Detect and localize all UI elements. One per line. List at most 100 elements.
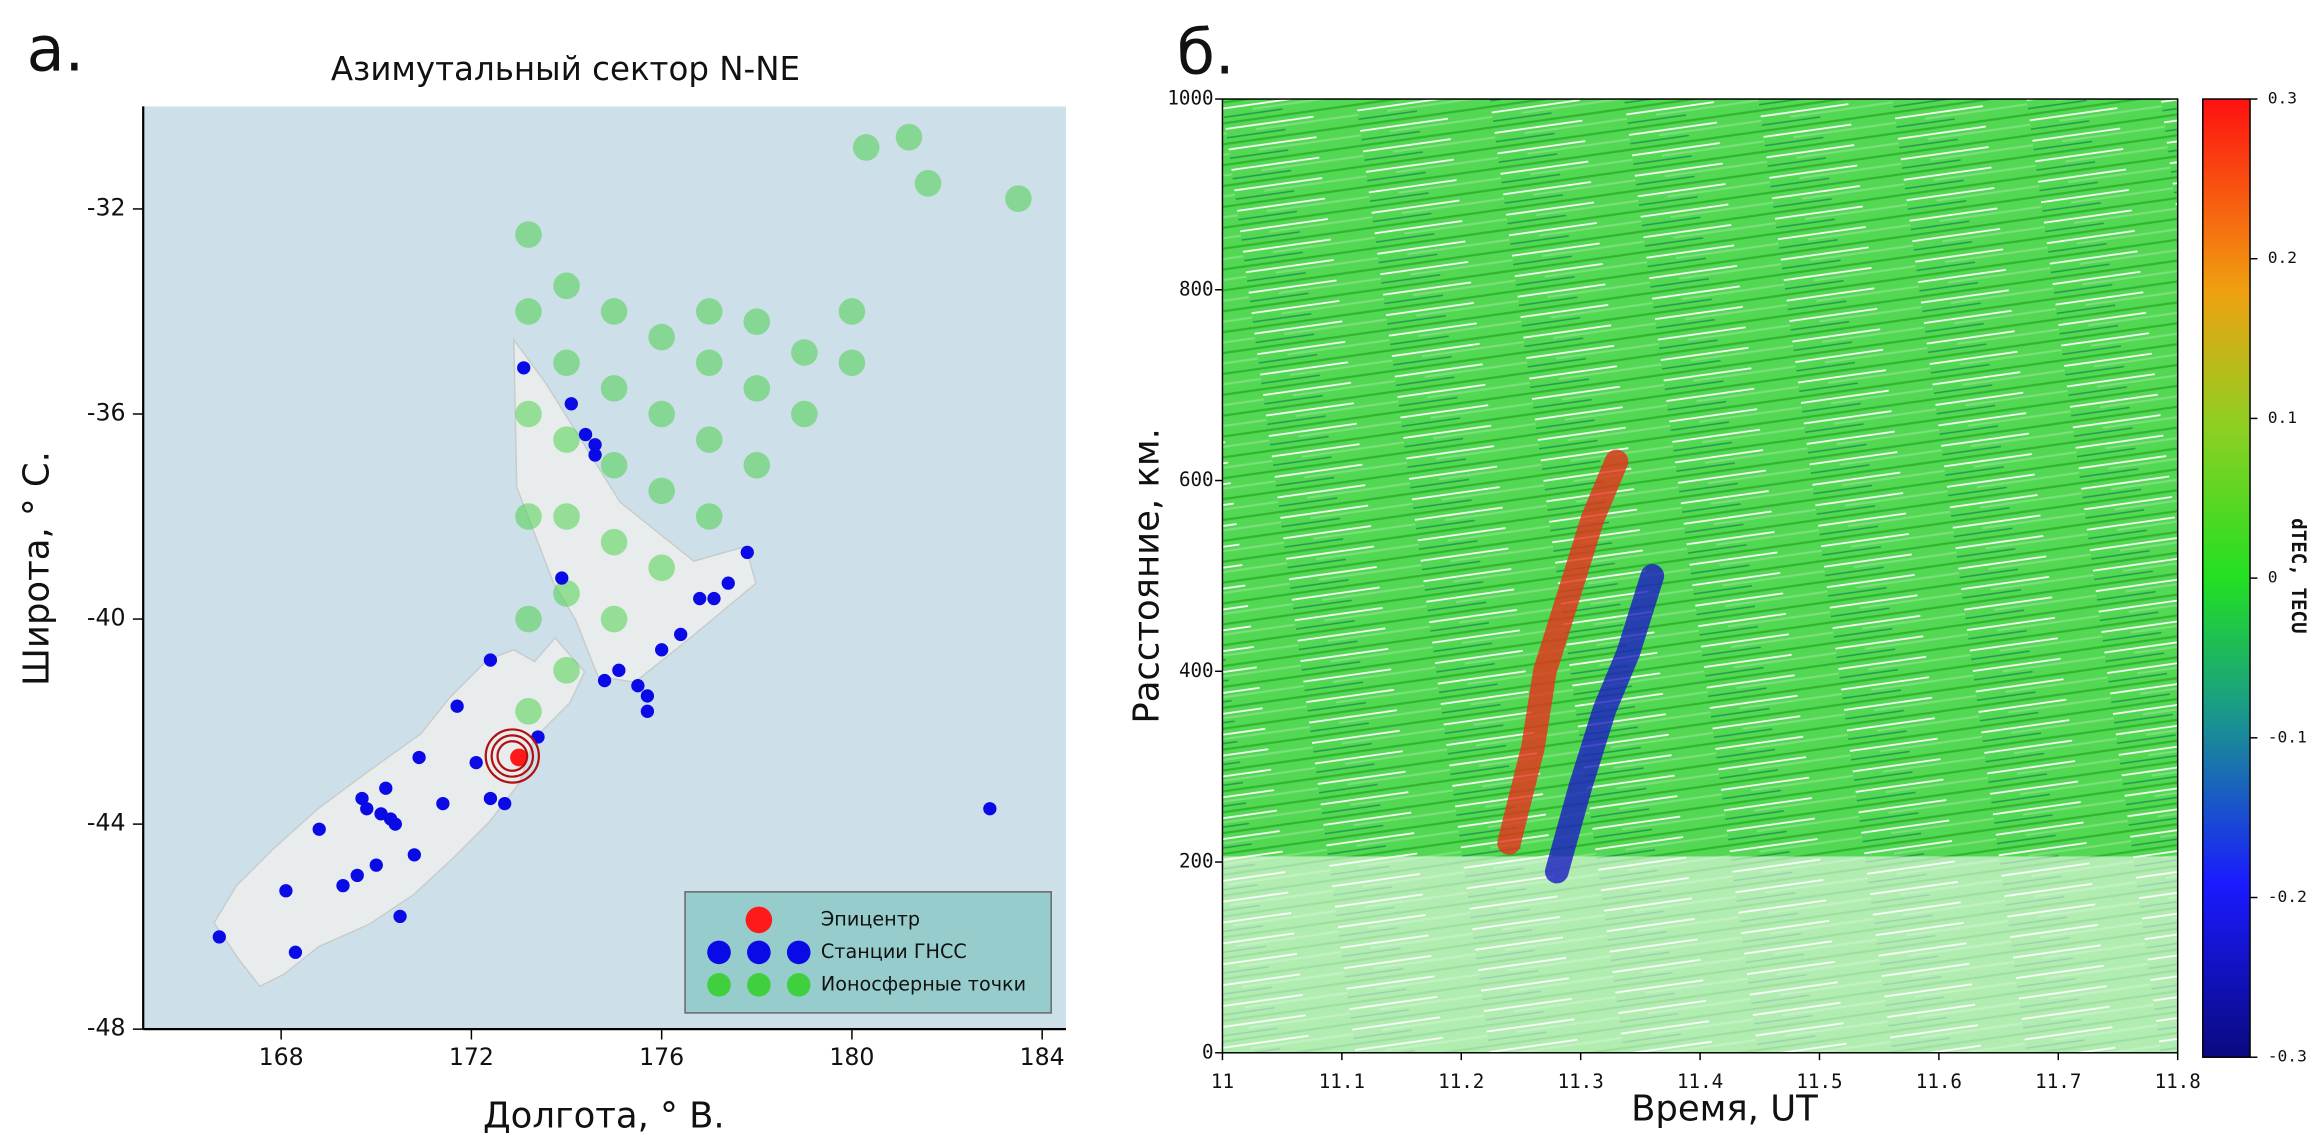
data-point [648,477,675,505]
data-point [640,689,655,703]
data-point [498,796,512,811]
data-point [515,698,542,725]
data-point [743,308,771,336]
x-tick-label: 11.1 [1319,1070,1365,1093]
data-point [852,134,880,161]
data-point [555,571,569,585]
data-point [407,848,421,862]
colorbar-tick-label: -0.3 [2268,1047,2307,1066]
x-tick-label: 11.2 [1438,1070,1484,1093]
x-tick-label: 180 [829,1043,874,1071]
data-point [1005,185,1032,212]
data-point [288,945,303,959]
data-point [600,298,628,325]
data-point [515,503,542,530]
data-point [553,580,580,607]
y-tick-label: -32 [87,193,126,221]
data-point [693,591,707,606]
data-point [695,298,723,325]
data-point [588,438,602,452]
data-point [483,653,498,667]
data-point [707,591,721,606]
data-point [515,605,542,633]
data-point [588,448,602,462]
map-marks [212,123,1032,959]
panel-label: а. [27,12,85,85]
data-point [515,298,542,325]
data-point [838,349,866,377]
sparse-zone [1222,856,2178,1053]
ring [484,728,540,784]
data-point [695,349,723,377]
data-point [515,400,542,428]
y-axis-label: Расстояние, км. [1127,428,1168,724]
data-point [553,272,580,300]
colorbar-tick-label: 0.3 [2268,89,2297,108]
data-point [436,796,450,811]
anomaly-track [1497,449,1629,855]
x-tick-label: 11.3 [1558,1070,1604,1093]
data-point [564,397,578,411]
data-point [721,576,735,590]
data-point [791,339,818,366]
x-axis-label: Долгота, ° В. [483,1096,725,1137]
legend-label: Ионосферные точки [821,972,1026,995]
data-point [743,375,771,402]
colorbar-tick-label: -0.2 [2268,887,2307,906]
data-point [388,817,402,831]
data-point [648,400,675,428]
data-point [350,868,364,883]
data-point [695,503,723,530]
y-tick-label: -44 [87,809,126,837]
y-tick-label: -48 [87,1014,126,1042]
legend-marker [786,973,811,997]
data-point [279,884,293,898]
anomaly-track [1544,564,1665,884]
x-tick-label: 184 [1020,1043,1065,1071]
panel-label: б. [1177,15,1235,88]
legend [684,891,1052,1014]
data-point [740,545,754,560]
epicenter-rings [484,728,540,784]
dtec-marks [1497,449,1665,884]
x-tick-label: 11.4 [1677,1070,1723,1093]
colorbar-tick-label: 0.2 [2268,248,2297,267]
x-tick-label: 11.8 [2155,1070,2201,1093]
x-tick-label: 11 [1211,1070,1234,1093]
data-point [914,170,942,197]
data-point [336,878,350,893]
data-point [553,657,580,684]
data-point [553,426,580,453]
data-point [510,748,528,767]
chart-title: Азимутальный сектор N-NE [331,50,800,88]
data-point [791,400,818,428]
data-point [553,349,580,377]
data-point [483,791,498,806]
legend-label: Эпицентр [821,907,920,930]
x-tick-label: 172 [449,1043,494,1071]
y-tick-label: 200 [1179,850,1214,873]
y-tick-label: 0 [1202,1040,1214,1063]
legend-marker [747,940,771,965]
data-point [612,663,626,677]
data-point [360,802,374,816]
data-point [379,781,393,795]
data-point [640,704,655,718]
legend-marker [707,940,731,965]
data-point [983,802,997,816]
legend-marker [747,973,771,997]
data-point [743,451,771,479]
legend-marker [786,940,811,965]
y-tick-label: -36 [87,398,126,426]
south-island [213,636,586,988]
data-point [631,679,645,693]
data-point [450,699,464,713]
data-point [578,427,593,442]
data-point [369,858,383,872]
legend-marker [707,973,731,997]
data-point [412,750,426,765]
colorbar-tick-label: 0.1 [2268,408,2297,427]
data-point [895,123,923,151]
